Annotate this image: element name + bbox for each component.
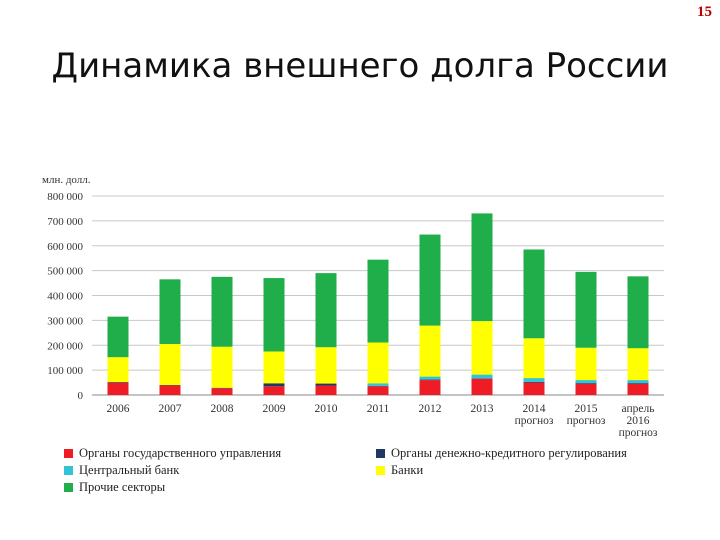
bar-segment <box>315 273 337 348</box>
bar-segment <box>575 271 597 348</box>
bar-segment <box>315 347 337 384</box>
x-tick-label: 2016 <box>627 415 650 427</box>
x-tick-label: 2012 <box>419 403 442 415</box>
bar-segment <box>471 213 493 322</box>
bar-segment <box>367 383 389 386</box>
bar-segment <box>627 383 649 384</box>
bar-segment <box>211 346 233 388</box>
bar-segment <box>263 383 285 387</box>
legend-item-central-bank: Центральный банк <box>64 463 179 478</box>
page-number: 15 <box>697 4 712 20</box>
x-tick-label: 2010 <box>315 403 338 415</box>
bar-segment <box>159 279 181 345</box>
x-tick-label: 2011 <box>367 403 390 415</box>
bar-segment <box>523 338 545 379</box>
legend-item-monetary: Органы денежно-кредитного регулирования <box>376 446 627 461</box>
bar-segment <box>263 386 285 395</box>
bar-segment <box>471 378 493 395</box>
legend-item-banks: Банки <box>376 463 423 478</box>
bar-segment <box>471 374 493 379</box>
y-tick-label: 200 000 <box>47 340 83 352</box>
y-tick-label: 300 000 <box>47 315 83 327</box>
bar-segment <box>471 321 493 375</box>
bar-segment <box>419 234 441 326</box>
y-tick-label: 800 000 <box>47 191 83 203</box>
y-axis-unit-label: млн. долл. <box>42 174 91 186</box>
legend-label-gov: Органы государственного управления <box>79 446 282 460</box>
bar-segment <box>419 325 441 377</box>
legend-swatch-central-bank <box>64 466 73 475</box>
bar-segment <box>159 385 181 395</box>
x-tick-label: прогноз <box>567 415 606 427</box>
bar-segment <box>523 378 545 382</box>
legend-item-gov: Органы государственного управления <box>64 446 281 461</box>
bar-segment <box>263 278 285 352</box>
x-tick-label: 2006 <box>107 403 130 415</box>
bar-segment <box>211 388 233 395</box>
bar-segment <box>367 386 389 395</box>
legend-swatch-gov <box>64 449 73 458</box>
y-tick-label: 100 000 <box>47 365 83 377</box>
bar-segment <box>523 249 545 339</box>
bar-segment <box>523 382 545 395</box>
x-tick-label: 2007 <box>159 403 182 415</box>
x-tick-label: 2014 <box>523 403 546 415</box>
legend-swatch-other <box>64 483 73 492</box>
y-tick-label: 400 000 <box>47 291 83 303</box>
legend-swatch-monetary <box>376 449 385 458</box>
bar-segment <box>107 382 129 395</box>
legend-label-monetary: Органы денежно-кредитного регулирования <box>391 446 627 460</box>
legend-item-other: Прочие секторы <box>64 480 165 495</box>
bar-segment <box>315 385 337 395</box>
legend-label-central-bank: Центральный банк <box>79 463 180 477</box>
legend-label-banks: Банки <box>391 463 424 477</box>
bar-segment <box>627 348 649 381</box>
bar-segment <box>575 347 597 381</box>
y-tick-label: 0 <box>78 390 84 402</box>
y-tick-label: 500 000 <box>47 266 83 278</box>
bar-segment <box>575 383 597 395</box>
bar-segment <box>315 383 337 386</box>
legend-swatch-banks <box>376 466 385 475</box>
x-tick-label: прогноз <box>515 415 554 427</box>
y-tick-label: 600 000 <box>47 241 83 253</box>
x-tick-label: 2008 <box>211 403 234 415</box>
bar-segment <box>107 316 129 358</box>
x-tick-label: апрель <box>622 403 655 415</box>
x-tick-label: 2013 <box>471 403 494 415</box>
y-tick-label: 700 000 <box>47 216 83 228</box>
bar-segment <box>627 383 649 395</box>
x-tick-label: прогноз <box>619 427 658 439</box>
bar-segment <box>263 351 285 384</box>
bar-segment <box>419 380 441 395</box>
bar-segment <box>575 380 597 384</box>
bar-segment <box>523 381 545 383</box>
slide-title: Динамика внешнего долга России <box>51 46 669 86</box>
bar-segment <box>367 259 389 343</box>
bar-segment <box>211 276 233 347</box>
x-tick-label: 2009 <box>263 403 286 415</box>
x-tick-label: 2015 <box>575 403 598 415</box>
bar-segment <box>419 376 441 380</box>
bar-segment <box>159 344 181 386</box>
bar-segment <box>367 342 389 384</box>
legend-label-other: Прочие секторы <box>79 480 166 494</box>
bar-segment <box>627 276 649 349</box>
bar-segment <box>107 357 129 383</box>
bar-segment <box>627 380 649 384</box>
bar-segment <box>575 383 597 384</box>
